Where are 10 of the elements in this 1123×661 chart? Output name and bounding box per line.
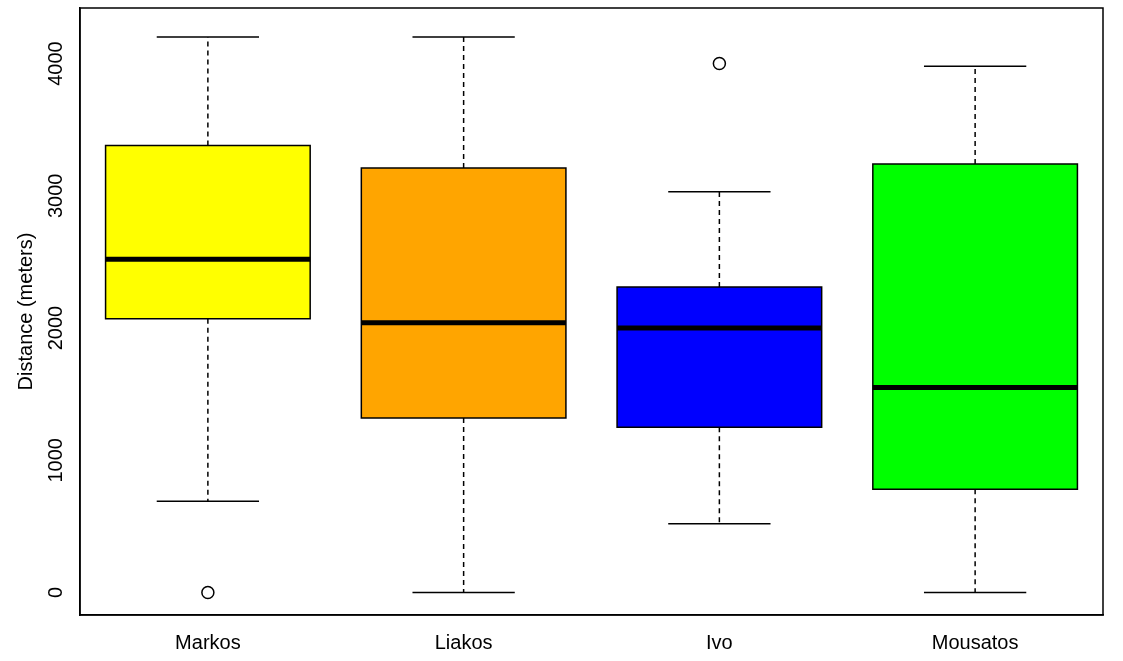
y-tick-label: 0 bbox=[43, 586, 66, 599]
x-tick-label: Liakos bbox=[434, 630, 493, 653]
x-tick-label: Mousatos bbox=[931, 630, 1019, 653]
x-tick-label: Markos bbox=[175, 630, 241, 653]
y-tick-label: 1000 bbox=[43, 438, 66, 483]
y-tick-label: 2000 bbox=[43, 305, 66, 351]
x-tick-label: Ivo bbox=[706, 630, 733, 653]
y-tick-label: 4000 bbox=[43, 41, 66, 86]
y-axis-title: Distance (meters) bbox=[13, 232, 36, 391]
y-tick-label: 3000 bbox=[43, 173, 66, 219]
